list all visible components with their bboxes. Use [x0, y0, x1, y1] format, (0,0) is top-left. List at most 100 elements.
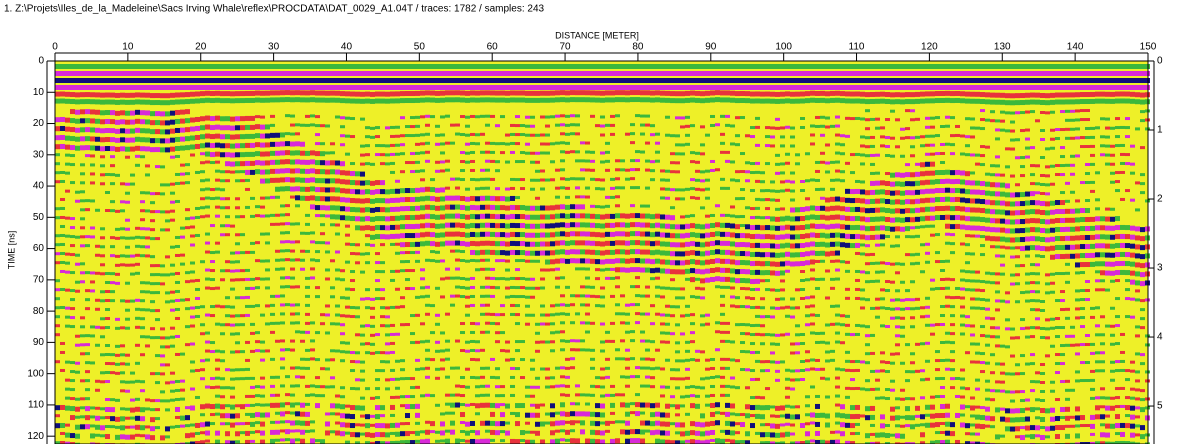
band [140, 380, 145, 384]
band [350, 270, 355, 274]
band [80, 316, 85, 320]
band [500, 394, 505, 398]
band [540, 214, 545, 220]
band [315, 78, 320, 83]
band [75, 190, 80, 194]
band [560, 186, 565, 190]
band [355, 85, 360, 90]
band [525, 250, 530, 256]
band [730, 178, 735, 182]
band [275, 222, 280, 226]
band [770, 180, 775, 184]
band [100, 173, 105, 177]
band [445, 411, 450, 415]
band [225, 179, 230, 183]
band [850, 78, 855, 83]
band [265, 241, 270, 245]
band [300, 141, 305, 147]
band [845, 332, 850, 336]
band [585, 64, 590, 69]
band [340, 125, 345, 129]
band [190, 64, 195, 69]
band [665, 178, 670, 182]
band [400, 78, 405, 83]
band [455, 78, 460, 83]
band [480, 132, 485, 136]
band [370, 64, 375, 69]
band [590, 71, 595, 76]
band [430, 250, 435, 254]
band [180, 397, 185, 401]
band [755, 197, 760, 201]
band [70, 118, 75, 124]
band [700, 278, 705, 284]
band [400, 251, 405, 255]
band [440, 295, 445, 299]
band [245, 358, 250, 362]
band [755, 91, 760, 97]
band [680, 314, 685, 318]
band [390, 125, 395, 129]
band [680, 269, 685, 275]
band [235, 179, 240, 183]
band [615, 90, 620, 96]
band [615, 204, 620, 208]
band [810, 90, 815, 96]
band [625, 330, 630, 334]
band [140, 353, 145, 357]
band [575, 438, 580, 444]
band [155, 264, 160, 268]
band [450, 303, 455, 307]
band [470, 90, 475, 96]
band [350, 369, 355, 373]
band [450, 213, 455, 219]
band [310, 97, 315, 103]
band [595, 205, 600, 209]
band [475, 394, 480, 398]
band [490, 249, 495, 255]
band [580, 64, 585, 69]
band [75, 253, 80, 257]
band [645, 85, 650, 90]
band [180, 172, 185, 176]
band [810, 421, 815, 425]
band [435, 322, 440, 326]
band [490, 312, 495, 316]
band [435, 214, 440, 220]
band [500, 151, 505, 155]
band [150, 327, 155, 331]
band [775, 360, 780, 364]
band [475, 376, 480, 380]
band [855, 85, 860, 90]
band [100, 146, 105, 152]
band [60, 215, 65, 219]
band [90, 181, 95, 185]
band [660, 232, 665, 238]
band [745, 91, 750, 97]
band [110, 155, 115, 159]
band [60, 116, 65, 122]
band [795, 243, 800, 249]
band [590, 429, 595, 435]
band [105, 272, 110, 276]
band [825, 422, 830, 428]
band [220, 71, 225, 76]
band [370, 441, 375, 444]
band [785, 305, 790, 309]
band [485, 195, 490, 201]
band [535, 205, 540, 211]
band [190, 405, 195, 411]
band [225, 431, 230, 437]
band [395, 386, 400, 390]
band [705, 178, 710, 182]
band [75, 424, 80, 430]
band [290, 267, 295, 271]
band [455, 85, 460, 90]
band [70, 397, 75, 401]
band [530, 64, 535, 69]
band [600, 78, 605, 83]
band [465, 142, 470, 146]
band [100, 416, 105, 420]
band [675, 341, 680, 345]
band [770, 64, 775, 69]
